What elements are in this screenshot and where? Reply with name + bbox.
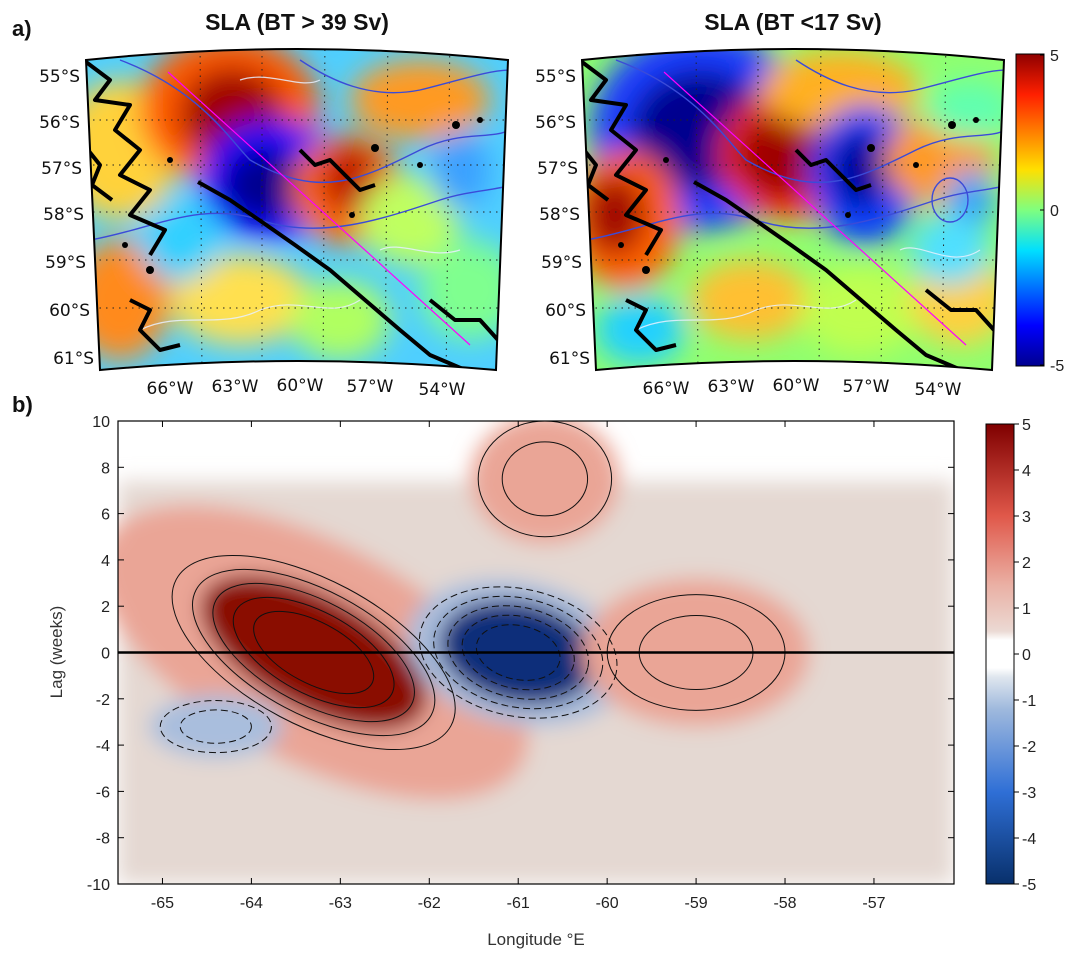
y-tick-label: -6	[96, 784, 110, 801]
lag-field	[118, 421, 954, 884]
lon-label: 60°W	[773, 376, 820, 396]
colorbar-tick-label: 4	[1022, 463, 1031, 480]
map-1-lon-labels: 66°W 63°W 60°W 57°W 54°W	[147, 376, 466, 400]
contour-line	[461, 614, 575, 691]
lat-label: 56°S	[535, 113, 576, 133]
lat-label: 58°S	[539, 205, 580, 225]
map-2-lon-labels: 66°W 63°W 60°W 57°W 54°W	[643, 376, 962, 400]
contour-line	[501, 441, 589, 517]
colorbar-tick-label: -2	[1022, 739, 1036, 756]
contour-line	[418, 586, 618, 719]
lat-label: 55°S	[39, 67, 80, 87]
y-tick-label: -2	[96, 692, 110, 709]
contour-line	[253, 610, 375, 695]
map-2-title: SLA (BT <17 Sv)	[704, 9, 881, 35]
panel-a-colorbar: 5 0 -5	[1015, 48, 1064, 375]
colorbar-tick-label: -3	[1022, 785, 1036, 802]
contour-line	[171, 554, 456, 751]
colorbar-gradient	[1015, 53, 1045, 367]
map-1: SLA (BT > 39 Sv)	[39, 9, 510, 400]
contour-line	[212, 582, 415, 723]
x-tick-label: -62	[418, 895, 441, 912]
map-2: SLA (BT <17 Sv)	[535, 9, 1006, 400]
lon-label: 63°W	[212, 377, 259, 397]
lon-label: 60°W	[277, 376, 324, 396]
lon-label: 54°W	[419, 380, 466, 400]
colorbar-tick-label: -5	[1022, 877, 1036, 894]
contour-line	[232, 596, 395, 709]
colorbar-tick-label: -4	[1022, 831, 1036, 848]
x-tick-label: -65	[151, 895, 174, 912]
y-tick-label: 2	[101, 599, 110, 616]
contour-line	[433, 595, 604, 710]
y-tick-label: 8	[101, 460, 110, 477]
colorbar-tick: 0	[1050, 203, 1059, 220]
colorbar-tick-label: 2	[1022, 555, 1031, 572]
x-tick-label: -64	[240, 895, 263, 912]
lat-label: 61°S	[549, 349, 590, 369]
colorbar-tick-label: 1	[1022, 601, 1031, 618]
colorbar-tick-label: 3	[1022, 509, 1031, 526]
x-tick-label: -58	[773, 895, 796, 912]
contour-line	[475, 624, 561, 681]
y-tick-label: 0	[101, 646, 110, 663]
lag-contours	[159, 421, 786, 754]
colorbar-tick-label: -1	[1022, 693, 1036, 710]
lon-label: 54°W	[915, 380, 962, 400]
panel-a-label: a)	[12, 16, 32, 41]
x-axis: -65 -64 -63 -62 -61 -60 -59 -58 -57	[151, 421, 886, 912]
lat-label: 55°S	[535, 67, 576, 87]
contour-line	[179, 709, 252, 744]
colorbar-tick-label: 0	[1022, 647, 1031, 664]
colorbar-ticks: 5 4 3 2 1 0 -1 -2 -3 -4 -5	[1014, 417, 1036, 894]
lat-label: 60°S	[545, 301, 586, 321]
field-core	[491, 432, 599, 526]
lon-label: 57°W	[347, 377, 394, 397]
y-tick-label: -4	[96, 738, 110, 755]
panel-b-label: b)	[12, 392, 33, 417]
contour-line	[477, 421, 613, 538]
x-tick-label: -57	[862, 895, 885, 912]
x-axis-label: Longitude °E	[487, 930, 585, 949]
lon-label: 57°W	[843, 377, 890, 397]
lat-label: 59°S	[45, 253, 86, 273]
map-2-lat-labels: 55°S 56°S 57°S 58°S 59°S 60°S 61°S	[535, 67, 590, 369]
y-tick-label: 10	[92, 414, 110, 431]
colorbar-gradient	[985, 423, 1015, 885]
map-1-lat-labels: 55°S 56°S 57°S 58°S 59°S 60°S 61°S	[39, 67, 94, 369]
colorbar-tick: 5	[1050, 48, 1059, 65]
colorbar-tick: -5	[1050, 358, 1064, 375]
x-tick-label: -60	[596, 895, 619, 912]
lat-label: 57°S	[41, 159, 82, 179]
y-tick-label: -8	[96, 831, 110, 848]
y-tick-label: 6	[101, 507, 110, 524]
x-tick-label: -61	[507, 895, 530, 912]
lag-plot: -65 -64 -63 -62 -61 -60 -59 -58 -57 10 8 6 4 2 0 -2 -4 -…	[47, 414, 955, 949]
lat-label: 58°S	[43, 205, 84, 225]
y-axis: 10 8 6 4 2 0 -2 -4 -6 -8 -10	[87, 414, 954, 894]
lat-label: 60°S	[49, 301, 90, 321]
lon-label: 66°W	[643, 379, 690, 399]
contour-line	[159, 700, 272, 754]
lat-label: 56°S	[39, 113, 80, 133]
y-tick-label: 4	[101, 553, 110, 570]
x-tick-label: -63	[329, 895, 352, 912]
panel-b-colorbar: 5 4 3 2 1 0 -1 -2 -3 -4 -5	[985, 417, 1036, 894]
lat-label: 57°S	[537, 159, 578, 179]
map-2-field	[582, 49, 1004, 365]
lat-label: 59°S	[541, 253, 582, 273]
contour-line	[447, 605, 590, 700]
lat-label: 61°S	[53, 349, 94, 369]
field-core	[171, 705, 261, 748]
y-axis-label: Lag (weeks)	[47, 606, 66, 699]
lon-label: 63°W	[708, 377, 755, 397]
contour-line	[191, 568, 436, 737]
lon-label: 66°W	[147, 379, 194, 399]
colorbar-tick-label: 5	[1022, 417, 1031, 434]
y-tick-label: -10	[87, 877, 110, 894]
map-1-title: SLA (BT > 39 Sv)	[205, 9, 389, 35]
x-tick-label: -59	[685, 895, 708, 912]
